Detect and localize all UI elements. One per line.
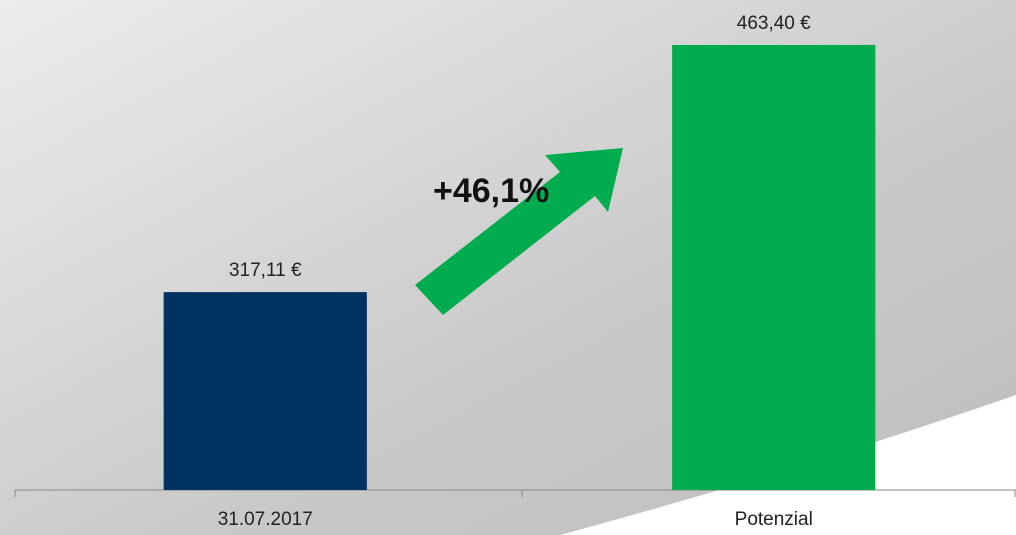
bar [163,292,367,490]
background-swoosh [560,395,1016,535]
annotation: +46,1% [433,172,549,210]
x-tick-label: 31.07.2017 [218,509,313,530]
value-label: 317,11 € [229,260,302,281]
x-tick-label: Potenzial [735,509,813,530]
value-label: 463,40 € [737,13,811,34]
growth-arrow [415,148,623,315]
bar [672,44,876,491]
